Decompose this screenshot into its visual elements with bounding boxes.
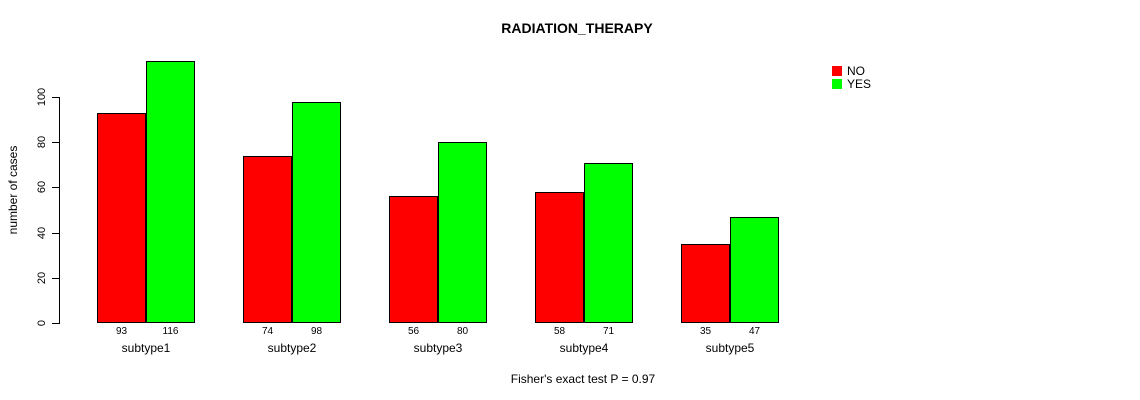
bar-no-subtype1 bbox=[97, 113, 146, 323]
x-axis-category-label: subtype1 bbox=[121, 341, 171, 355]
bar-yes-subtype5 bbox=[730, 217, 779, 323]
y-axis-tick-label: 20 bbox=[36, 271, 48, 284]
bar-value-label: 93 bbox=[115, 326, 128, 337]
bar-value-label: 47 bbox=[748, 326, 761, 337]
x-axis-category-label: subtype3 bbox=[413, 341, 463, 355]
bar-no-subtype2 bbox=[243, 156, 292, 323]
y-axis-tick bbox=[52, 232, 59, 234]
legend-label-no: NO bbox=[847, 64, 865, 78]
legend: NO YES bbox=[832, 64, 932, 96]
bar-value-label: 80 bbox=[456, 326, 469, 337]
bar-no-subtype5 bbox=[681, 244, 730, 323]
bar-value-label: 58 bbox=[553, 326, 566, 337]
y-axis-tick bbox=[52, 97, 59, 98]
fisher-test-caption: Fisher's exact test P = 0.97 bbox=[510, 372, 656, 386]
y-axis-tick bbox=[52, 142, 59, 144]
bar-no-subtype3 bbox=[389, 196, 438, 323]
y-axis-tick bbox=[52, 277, 59, 279]
chart-title: RADIATION_THERAPY bbox=[501, 20, 653, 36]
y-axis-tick-label: 80 bbox=[36, 136, 48, 149]
bar-value-label: 56 bbox=[407, 326, 420, 337]
bar-no-subtype4 bbox=[535, 192, 584, 323]
legend-label-yes: YES bbox=[847, 77, 872, 91]
bar-yes-subtype4 bbox=[584, 163, 633, 323]
y-axis-tick-label: 40 bbox=[36, 226, 48, 239]
bar-value-label: 98 bbox=[310, 326, 323, 337]
bar-yes-subtype3 bbox=[438, 142, 487, 323]
x-axis-category-label: subtype2 bbox=[267, 341, 317, 355]
y-axis-tick bbox=[52, 323, 59, 324]
bar-yes-subtype1 bbox=[146, 61, 195, 323]
bar-yes-subtype2 bbox=[292, 102, 341, 323]
y-axis-tick-label: 100 bbox=[36, 87, 48, 107]
bar-value-label: 35 bbox=[699, 326, 712, 337]
x-axis-category-label: subtype5 bbox=[705, 341, 755, 355]
legend-swatch-yes bbox=[832, 79, 842, 89]
y-axis-tick bbox=[52, 187, 59, 189]
bar-value-label: 71 bbox=[602, 326, 615, 337]
bar-value-label: 116 bbox=[162, 326, 179, 337]
y-axis-tick-label: 60 bbox=[36, 181, 48, 194]
y-axis-line bbox=[59, 97, 60, 324]
y-axis-tick-label: 0 bbox=[36, 319, 48, 327]
bar-value-label: 74 bbox=[261, 326, 274, 337]
legend-swatch-no bbox=[832, 66, 842, 76]
x-axis-category-label: subtype4 bbox=[559, 341, 609, 355]
